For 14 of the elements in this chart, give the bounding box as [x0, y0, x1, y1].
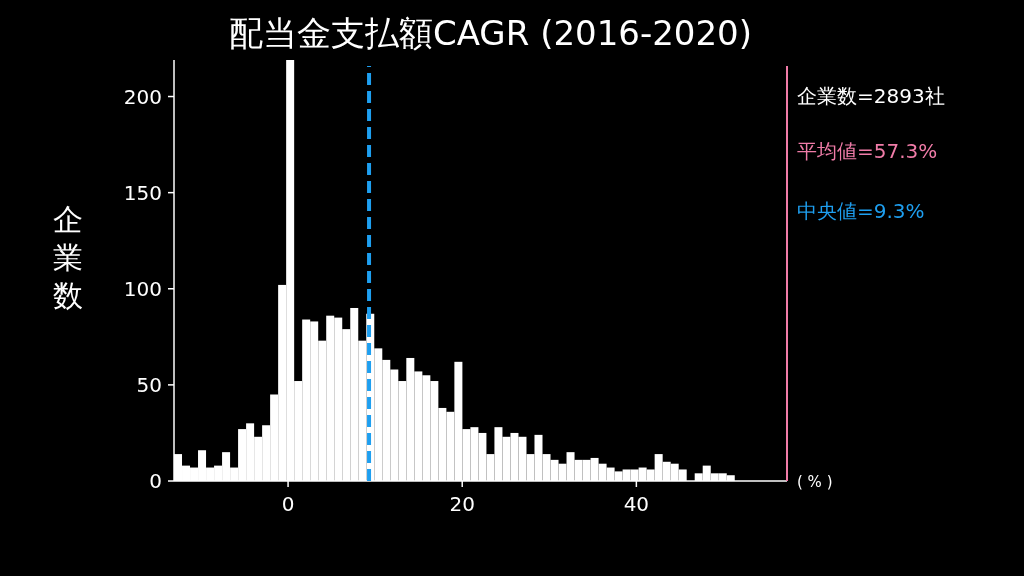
x-tick-label: 20: [449, 492, 475, 516]
ref-line-label: 中央値=9.3%: [797, 199, 925, 223]
y-axis-title: 企業数: [53, 202, 83, 313]
x-axis-title: ( % ): [797, 473, 833, 491]
y-tick-label: 100: [123, 276, 162, 301]
y-tick-label: 50: [136, 372, 162, 397]
text: 企業数=2893社: [797, 84, 945, 108]
chart-title: 配当金支払額CAGR (2016-2020): [228, 13, 753, 53]
y-tick-label: 0: [149, 469, 162, 493]
ref-line-label: 平均値=57.3%: [797, 139, 938, 163]
x-tick-label: 40: [623, 492, 650, 516]
y-tick-label: 150: [123, 180, 162, 205]
x-tick-label: 0: [281, 492, 295, 516]
y-tick-label: 200: [123, 84, 162, 109]
